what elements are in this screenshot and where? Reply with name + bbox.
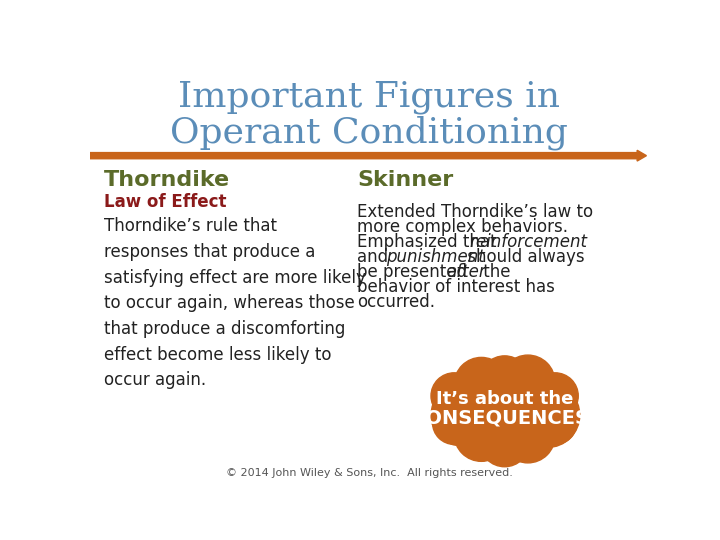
Circle shape: [500, 355, 555, 409]
Text: Thorndike’s rule that
responses that produce a
satisfying effect are more likely: Thorndike’s rule that responses that pro…: [104, 217, 366, 389]
Text: CONSEQUENCES!: CONSEQUENCES!: [411, 409, 598, 428]
Circle shape: [515, 383, 580, 448]
Text: after: after: [446, 264, 487, 281]
Text: Operant Conditioning: Operant Conditioning: [170, 116, 568, 150]
Text: and: and: [357, 248, 394, 266]
Text: more complex behaviors.: more complex behaviors.: [357, 218, 568, 237]
Circle shape: [532, 373, 578, 419]
Text: Law of Effect: Law of Effect: [104, 193, 227, 211]
Circle shape: [480, 417, 529, 467]
Text: reinforcement: reinforcement: [469, 233, 588, 252]
Text: © 2014 John Wiley & Sons, Inc.  All rights reserved.: © 2014 John Wiley & Sons, Inc. All right…: [225, 468, 513, 478]
FancyArrow shape: [90, 150, 647, 161]
Text: the: the: [477, 264, 510, 281]
Text: Important Figures in: Important Figures in: [178, 80, 560, 114]
Circle shape: [454, 357, 508, 411]
Circle shape: [454, 408, 508, 461]
Text: Extended Thorndike’s law to: Extended Thorndike’s law to: [357, 204, 593, 221]
Text: punishment: punishment: [386, 248, 485, 266]
Circle shape: [433, 401, 476, 444]
Text: be presented: be presented: [357, 264, 472, 281]
Circle shape: [480, 356, 529, 405]
Circle shape: [456, 362, 553, 457]
Circle shape: [431, 373, 477, 419]
Text: Skinner: Skinner: [357, 170, 454, 190]
Text: Thorndike: Thorndike: [104, 170, 230, 190]
Circle shape: [534, 401, 577, 444]
Circle shape: [431, 384, 493, 446]
Text: should always: should always: [462, 248, 585, 266]
Text: occurred.: occurred.: [357, 294, 436, 312]
Circle shape: [500, 409, 555, 463]
Text: behavior of interest has: behavior of interest has: [357, 279, 555, 296]
Text: Emphasized that: Emphasized that: [357, 233, 502, 252]
Text: It’s about the: It’s about the: [436, 390, 573, 408]
